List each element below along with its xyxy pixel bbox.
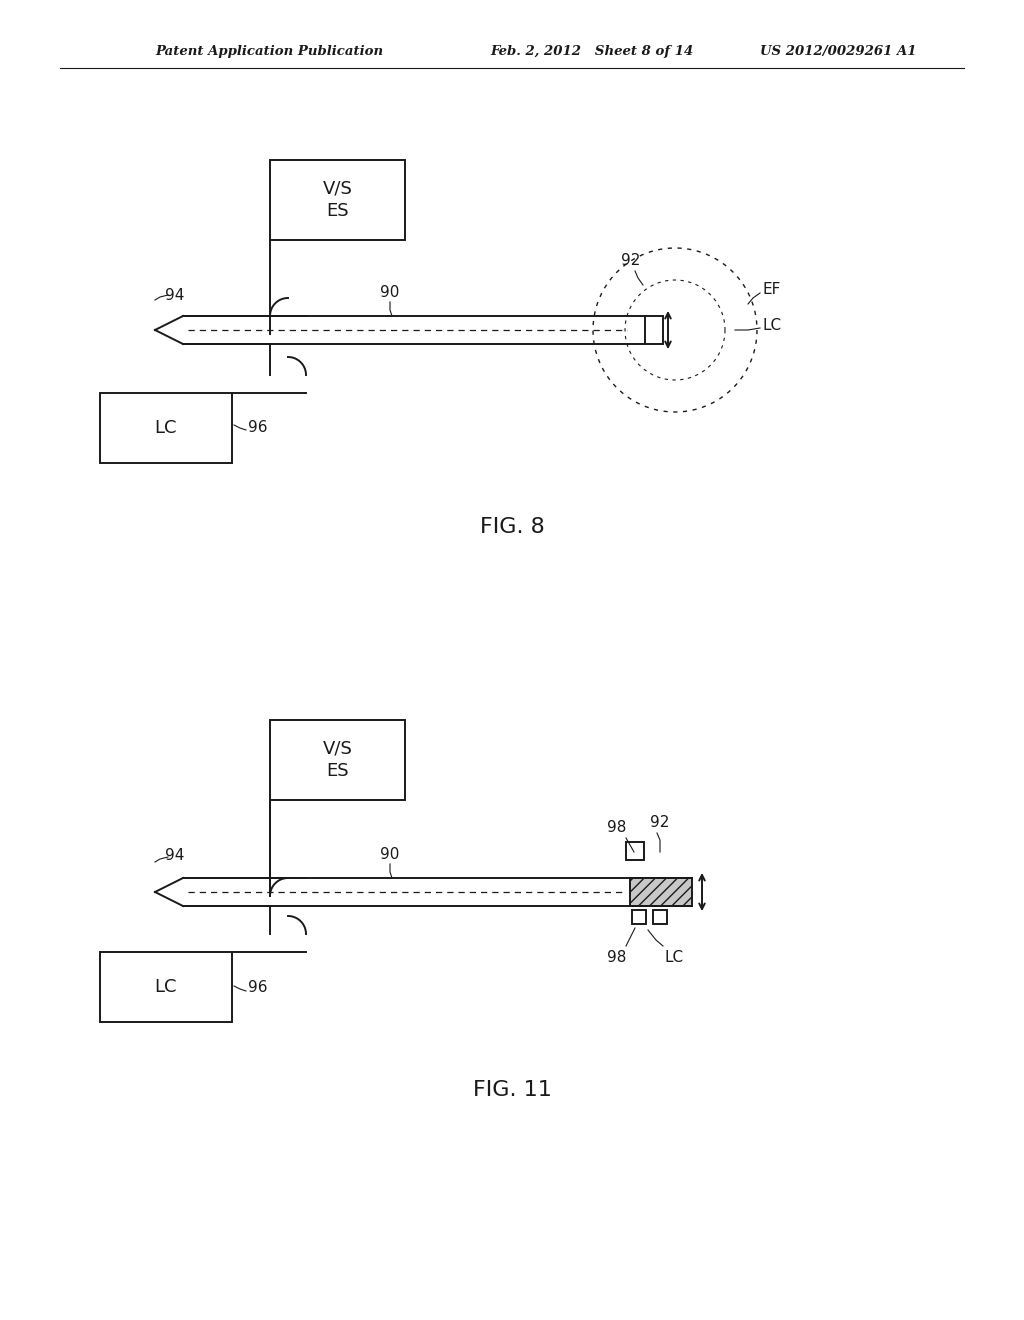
Text: 98: 98 <box>607 950 627 965</box>
Bar <box>626 842 644 861</box>
Text: EF: EF <box>762 282 780 297</box>
Text: V/S
ES: V/S ES <box>323 741 352 780</box>
Text: LC: LC <box>665 950 684 965</box>
Text: 92: 92 <box>650 814 670 830</box>
Bar <box>645 315 663 345</box>
Bar <box>100 952 232 1022</box>
Text: FIG. 11: FIG. 11 <box>472 1080 552 1100</box>
Text: LC: LC <box>155 978 177 997</box>
Bar <box>100 393 232 463</box>
Text: 94: 94 <box>165 849 184 863</box>
Text: 98: 98 <box>607 820 627 836</box>
Text: 96: 96 <box>248 420 267 434</box>
Bar <box>630 878 692 906</box>
Bar <box>270 719 406 800</box>
Text: 92: 92 <box>622 253 641 268</box>
Bar <box>270 160 406 240</box>
Text: LC: LC <box>155 418 177 437</box>
Text: LC: LC <box>762 318 781 333</box>
Text: FIG. 8: FIG. 8 <box>479 517 545 537</box>
Text: US 2012/0029261 A1: US 2012/0029261 A1 <box>760 45 916 58</box>
Text: 90: 90 <box>380 847 399 862</box>
Bar <box>632 909 646 924</box>
Text: V/S
ES: V/S ES <box>323 180 352 220</box>
Text: 94: 94 <box>165 288 184 302</box>
Bar <box>653 909 667 924</box>
Text: 90: 90 <box>380 285 399 300</box>
Text: Patent Application Publication: Patent Application Publication <box>155 45 383 58</box>
Text: 96: 96 <box>248 981 267 995</box>
Text: Feb. 2, 2012   Sheet 8 of 14: Feb. 2, 2012 Sheet 8 of 14 <box>490 45 693 58</box>
